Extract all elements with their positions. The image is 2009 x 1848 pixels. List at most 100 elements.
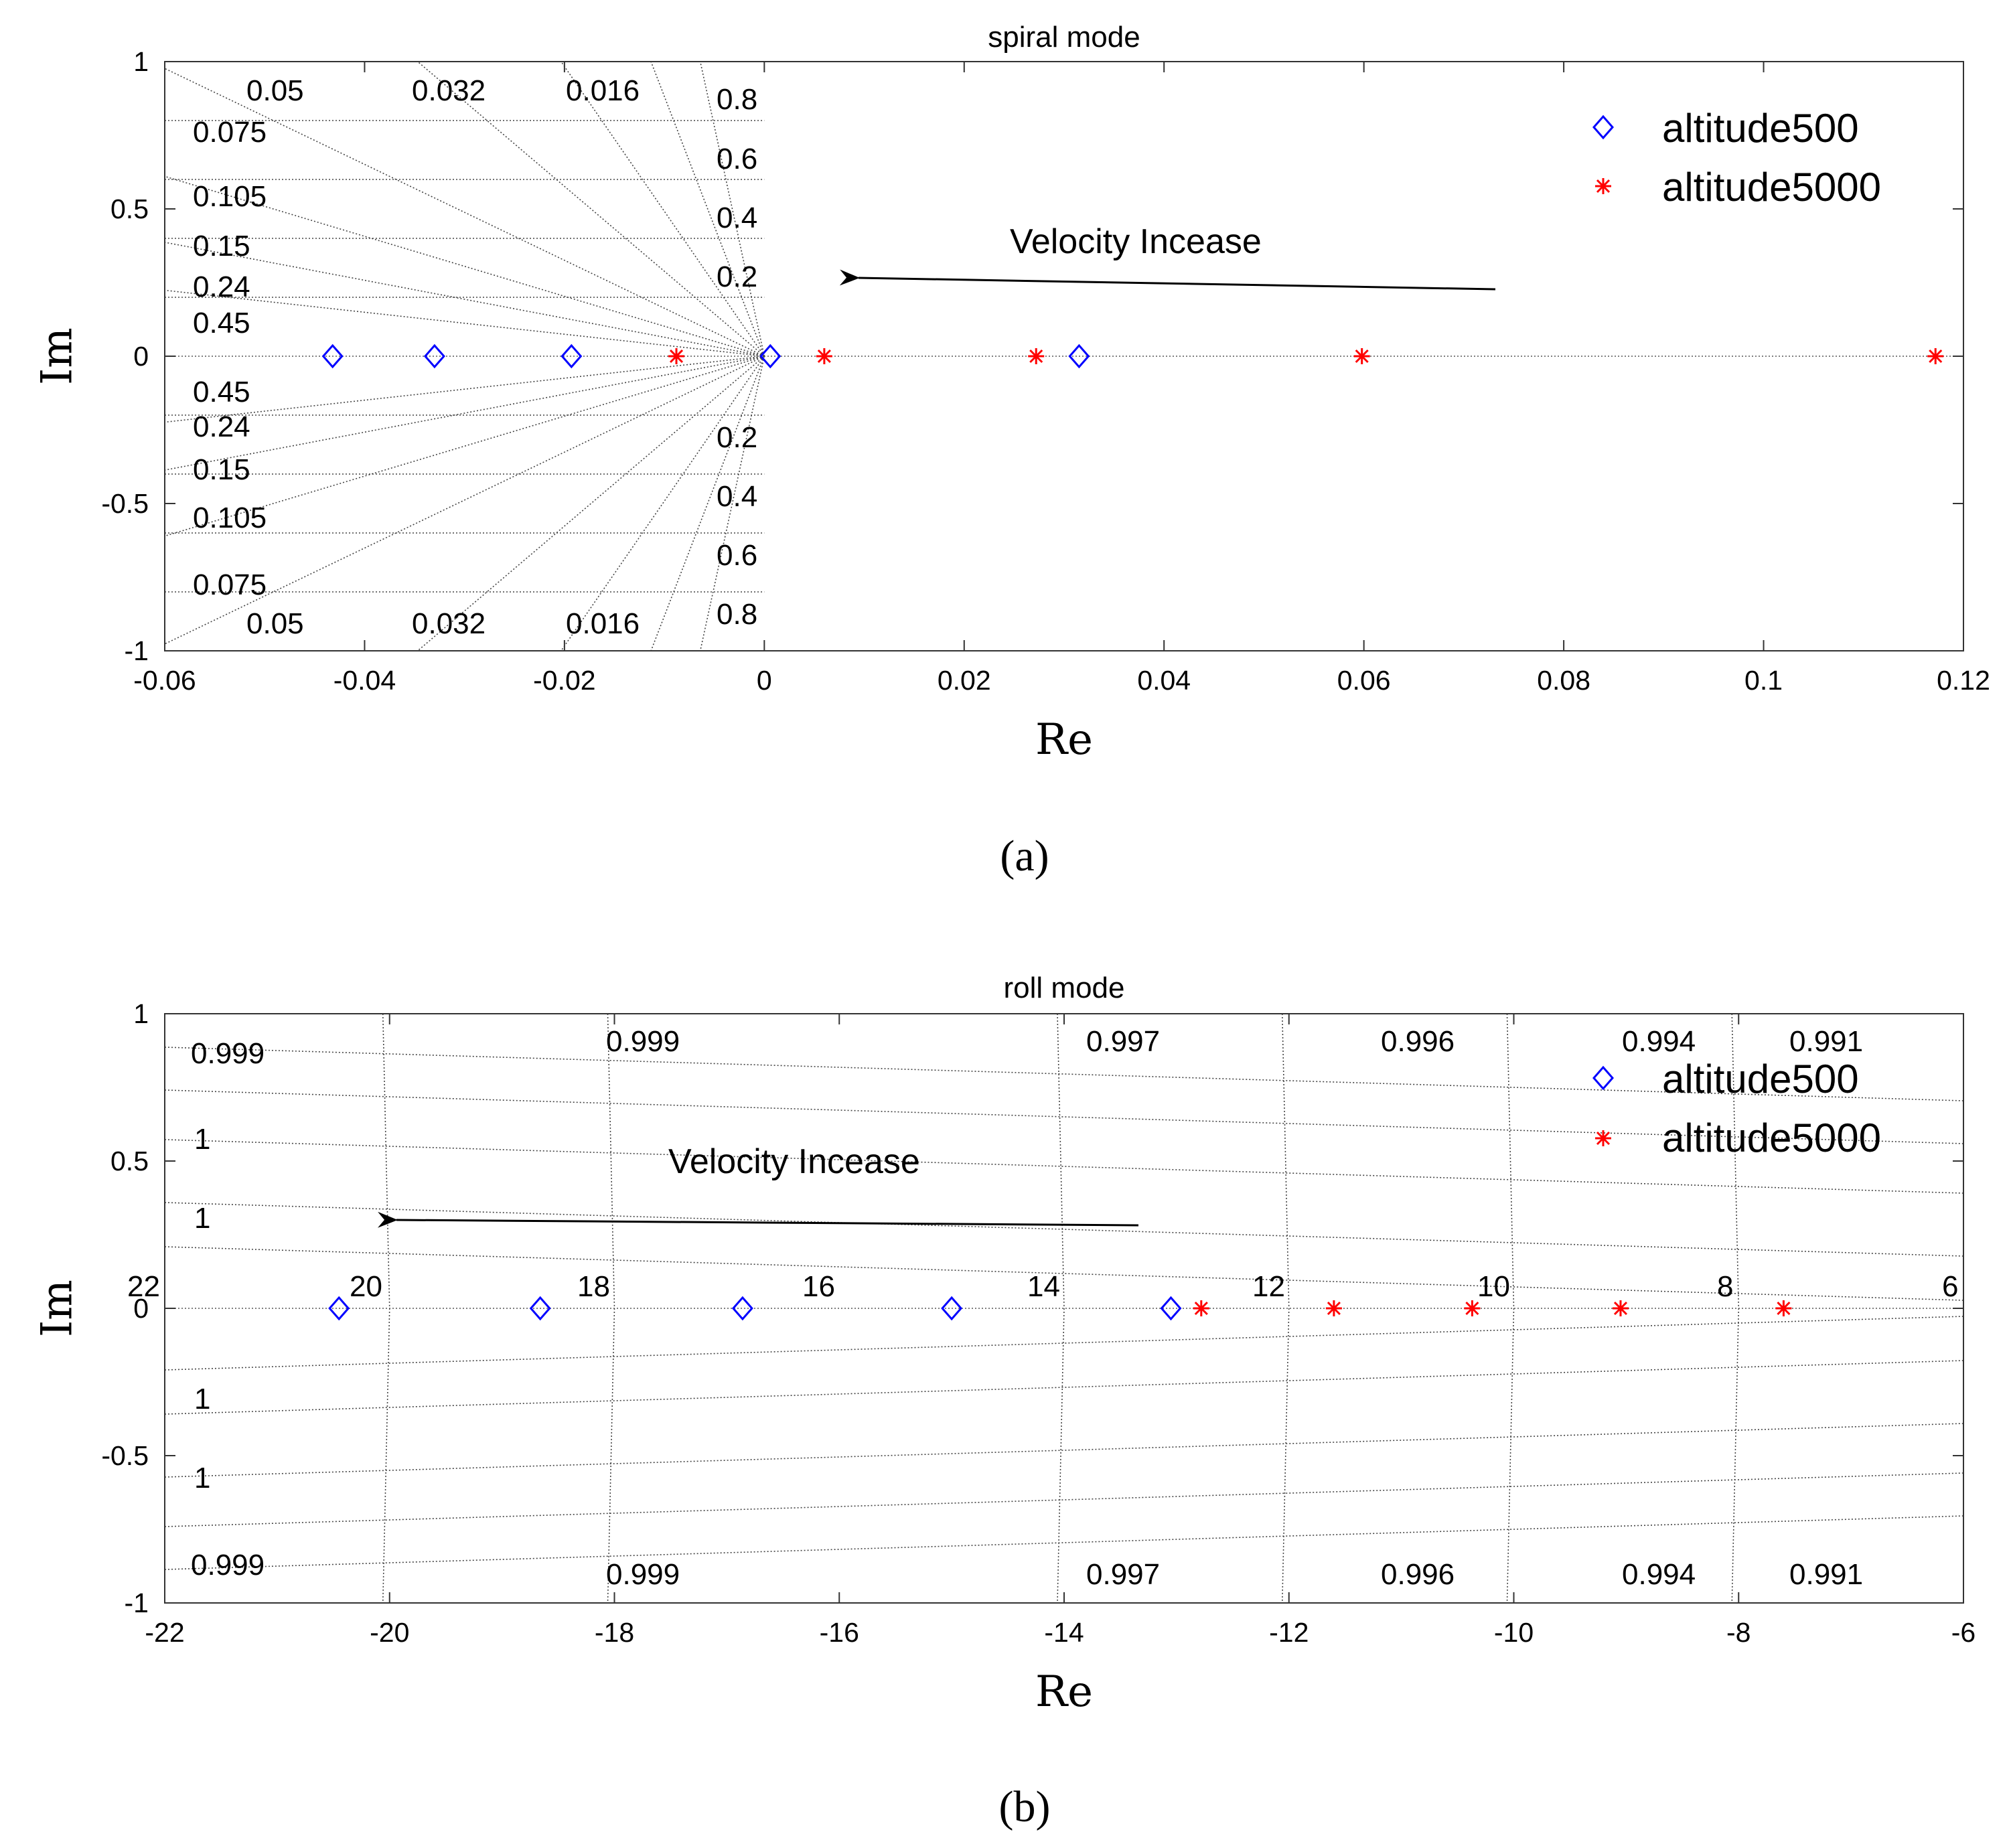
roll-damping-ray: [164, 1202, 1964, 1257]
spiral-y-tick-label: -0.5: [101, 488, 149, 519]
roll-frequency-arc: [1057, 1013, 1065, 1309]
roll-frequency-label: 16: [802, 1270, 835, 1303]
spiral-x-tick-label: -0.02: [533, 665, 595, 696]
roll-point-altitude500: [731, 1296, 753, 1321]
spiral-damping-label: 0.032: [412, 74, 486, 107]
roll-damping-ray: [164, 1360, 1964, 1415]
spiral-damping-label: 0.24: [193, 271, 250, 303]
spiral-frequency-label: 0.8: [717, 598, 757, 631]
roll-legend-label-5000: altitude5000: [1662, 1115, 1881, 1160]
spiral-caption: (a): [1000, 832, 1049, 880]
roll-damping-label: 1: [194, 1202, 210, 1235]
roll-damping-label: 0.999: [606, 1558, 680, 1591]
spiral-damping-ray: [417, 61, 765, 357]
roll-frequency-arc: [607, 1308, 615, 1604]
spiral-frequency-label: 0.6: [717, 539, 757, 572]
spiral-x-tick-label: 0.1: [1744, 665, 1783, 696]
roll-frequency-arc: [382, 1013, 390, 1309]
roll-damping-label: 1: [194, 1383, 210, 1415]
roll-frequency-label: 12: [1252, 1270, 1285, 1303]
roll-point-altitude500: [941, 1296, 963, 1321]
roll-x-tick-label: -20: [370, 1617, 409, 1648]
roll-damping-label: 1: [194, 1123, 210, 1156]
spiral-damping-label: 0.075: [193, 568, 267, 601]
spiral-y-tick-label: 0: [133, 341, 149, 372]
roll-point-altitude5000: [1775, 1300, 1792, 1316]
spiral-damping-label: 0.24: [193, 410, 250, 443]
roll-damping-label: 0.991: [1789, 1025, 1863, 1058]
spiral-damping-label: 0.45: [193, 376, 250, 408]
roll-mode-panel: -22 -20 -18 -16 -14 -12 -10 -8 -6 -1 -0.5 0 0.5 1 rol…: [33, 972, 1976, 1831]
roll-x-tick-label: -14: [1044, 1617, 1084, 1648]
spiral-legend-diamond-icon: [1592, 114, 1614, 140]
roll-damping-ray: [164, 1472, 1964, 1527]
spiral-x-tick-label: -0.06: [133, 665, 196, 696]
roll-damping-label: 0.999: [191, 1037, 265, 1070]
roll-point-altitude5000: [1612, 1300, 1629, 1316]
roll-y-tick-label: 1: [133, 998, 149, 1029]
spiral-x-tick-label: 0.06: [1337, 665, 1391, 696]
spiral-damping-ray: [164, 356, 765, 645]
roll-frequency-label: 6: [1942, 1270, 1958, 1303]
spiral-damping-ray: [650, 356, 765, 651]
spiral-x-tick-label: 0.12: [1937, 665, 1990, 696]
spiral-point-altitude500: [423, 343, 445, 369]
spiral-frequency-label: 0.4: [717, 202, 757, 234]
spiral-damping-ray: [164, 68, 765, 357]
roll-legend-label-500: altitude500: [1662, 1057, 1859, 1101]
roll-frequency-arc: [1731, 1013, 1740, 1309]
roll-damping-ray: [164, 1316, 1964, 1371]
roll-frequency-label: 22: [127, 1270, 160, 1303]
roll-legend-diamond-icon: [1592, 1065, 1614, 1091]
roll-point-altitude500: [328, 1296, 350, 1321]
spiral-y-tick-label: 1: [133, 46, 149, 77]
spiral-damping-label: 0.075: [193, 116, 267, 149]
roll-y-tick-label: -1: [125, 1588, 149, 1618]
spiral-frequency-label: 0.6: [717, 143, 757, 175]
roll-legend: altitude500 altitude5000: [1592, 1057, 1881, 1160]
spiral-frequency-label: 0.4: [717, 480, 757, 513]
spiral-point-altitude5000: [668, 348, 685, 364]
spiral-point-altitude500: [759, 343, 782, 369]
roll-frequency-arc: [1281, 1308, 1290, 1604]
roll-frequency-arc: [607, 1013, 615, 1309]
roll-damping-label: 0.994: [1622, 1558, 1696, 1591]
roll-y-axis-label: Im: [33, 1280, 82, 1337]
roll-data-points: [328, 1296, 1792, 1321]
roll-frequency-arc: [1506, 1013, 1515, 1309]
spiral-damping-ray: [561, 61, 765, 357]
spiral-x-tick-label: 0.02: [938, 665, 991, 696]
roll-title: roll mode: [1004, 972, 1125, 1004]
spiral-axis-ticks: -0.06 -0.04 -0.02 0 0.02 0.04 0.06 0.08 0.1 0.12 -…: [101, 46, 1990, 696]
roll-frequency-label: 20: [350, 1270, 382, 1303]
spiral-point-altitude5000: [816, 348, 832, 364]
spiral-damping-ray: [699, 356, 765, 651]
spiral-x-axis-label: Re: [1035, 715, 1093, 765]
spiral-point-altitude5000: [1927, 348, 1944, 364]
roll-caption: (b): [999, 1782, 1051, 1831]
roll-damping-label: 1: [194, 1462, 210, 1494]
roll-frequency-label: 18: [577, 1270, 610, 1303]
roll-frequency-label: 14: [1027, 1270, 1060, 1303]
spiral-x-tick-label: 0.04: [1137, 665, 1191, 696]
spiral-damping-ray: [164, 356, 765, 537]
roll-damping-ray: [164, 1423, 1964, 1478]
spiral-damping-ray: [164, 242, 765, 357]
roll-x-tick-label: -8: [1726, 1617, 1751, 1648]
roll-x-tick-label: -22: [145, 1617, 184, 1648]
roll-damping-label: 0.994: [1622, 1025, 1696, 1058]
spiral-damping-ray: [561, 356, 765, 651]
roll-x-axis-label: Re: [1035, 1667, 1093, 1717]
spiral-point-altitude5000: [1028, 348, 1045, 364]
spiral-damping-ray: [699, 61, 765, 357]
roll-damping-label: 0.991: [1789, 1558, 1863, 1591]
spiral-y-axis-label: Im: [33, 327, 82, 385]
spiral-legend-label-500: altitude500: [1662, 106, 1859, 151]
roll-frequency-label: 8: [1717, 1270, 1733, 1303]
roll-frequency-arc: [1731, 1308, 1740, 1604]
roll-x-tick-label: -10: [1494, 1617, 1534, 1648]
spiral-damping-label: 0.15: [193, 453, 250, 486]
spiral-velocity-annotation: Velocity Incease: [1010, 222, 1262, 261]
spiral-point-altitude500: [321, 343, 344, 369]
